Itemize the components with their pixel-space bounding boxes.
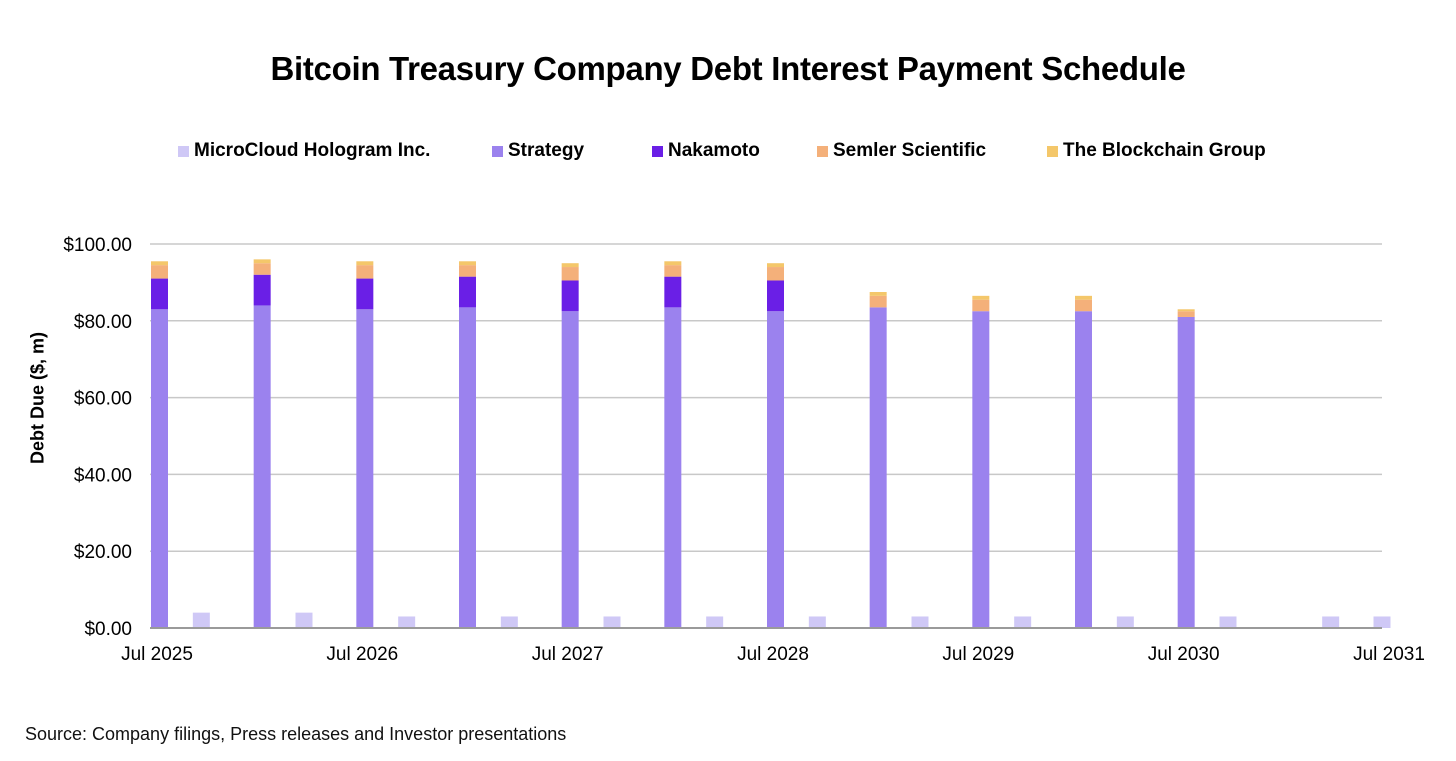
legend-item-blockchain: The Blockchain Group — [1047, 140, 1266, 162]
legend-item-strategy: Strategy — [492, 140, 584, 162]
legend: MicroCloud Hologram Inc. Strategy Nakamo… — [0, 140, 1456, 164]
bar-segment-blockchain — [767, 263, 784, 268]
bar-segment-nakamoto — [561, 280, 579, 312]
bar-segment-strategy — [253, 305, 271, 628]
bar-segment-blockchain — [1177, 309, 1195, 312]
bar-segment-microcloud — [1373, 616, 1391, 628]
bar-segment-blockchain — [356, 261, 374, 266]
bar-segment-nakamoto — [356, 278, 374, 310]
bar-segment-semler — [459, 265, 476, 277]
bar-segment-microcloud — [500, 616, 518, 628]
bar-segment-microcloud — [192, 612, 210, 628]
bar-segment-semler — [767, 267, 784, 281]
bar-segment-semler — [972, 299, 990, 312]
legend-swatch-nakamoto — [652, 145, 663, 157]
x-tick-label: Jul 2026 — [326, 644, 398, 665]
y-tick-label: $60.00 — [74, 389, 132, 410]
bar-segment-semler — [1177, 311, 1195, 317]
bar-segment-blockchain — [253, 259, 271, 264]
bar-segment-semler — [151, 265, 168, 279]
legend-item-nakamoto: Nakamoto — [652, 140, 760, 162]
legend-swatch-blockchain — [1047, 145, 1058, 157]
bar-segment-semler — [869, 295, 887, 308]
x-tick-label: Jul 2030 — [1148, 644, 1220, 665]
legend-swatch-semler — [817, 145, 828, 157]
bar-segment-blockchain — [561, 263, 579, 268]
bar-segment-blockchain — [1075, 295, 1092, 300]
bar-segment-strategy — [1177, 316, 1195, 628]
x-tick-label: Jul 2031 — [1353, 644, 1425, 665]
bar-segment-semler — [253, 263, 271, 275]
y-tick-label: $100.00 — [63, 235, 132, 256]
bar-segment-semler — [561, 267, 579, 281]
legend-item-microcloud: MicroCloud Hologram Inc. — [178, 140, 430, 162]
bar-segment-blockchain — [869, 292, 887, 296]
bar-segment-nakamoto — [151, 278, 168, 310]
legend-label-nakamoto: Nakamoto — [668, 140, 760, 161]
bar-segment-nakamoto — [767, 280, 784, 312]
bar-segment-strategy — [459, 307, 476, 628]
bar-segment-strategy — [972, 311, 990, 628]
bar-segment-strategy — [561, 311, 579, 628]
legend-swatch-strategy — [492, 145, 503, 157]
x-tick-label: Jul 2029 — [942, 644, 1014, 665]
chart-title: Bitcoin Treasury Company Debt Interest P… — [270, 50, 1186, 87]
bar-segment-nakamoto — [459, 276, 476, 308]
bar-segment-semler — [1075, 299, 1092, 312]
y-tick-label: $20.00 — [74, 542, 132, 563]
bar-segment-blockchain — [151, 261, 168, 266]
x-tick-label: Jul 2028 — [737, 644, 809, 665]
bar-segment-blockchain — [664, 261, 682, 266]
y-tick-label: $40.00 — [74, 465, 132, 486]
legend-label-semler: Semler Scientific — [833, 140, 987, 161]
bar-segment-strategy — [151, 309, 168, 628]
bar-segment-microcloud — [911, 616, 929, 628]
bar-segment-microcloud — [1219, 616, 1237, 628]
bar-segment-microcloud — [1014, 616, 1032, 628]
x-tick-label: Jul 2027 — [532, 644, 604, 665]
legend-label-strategy: Strategy — [508, 140, 585, 161]
bar-segment-microcloud — [1116, 616, 1134, 628]
bar-segment-semler — [356, 265, 374, 279]
legend-label-blockchain: The Blockchain Group — [1063, 140, 1266, 161]
bar-segment-nakamoto — [664, 276, 682, 308]
bar-segment-semler — [664, 265, 682, 277]
bar-segment-nakamoto — [253, 274, 271, 306]
legend-item-semler: Semler Scientific — [817, 140, 986, 162]
bar-segment-blockchain — [972, 295, 990, 300]
legend-label-microcloud: MicroCloud Hologram Inc. — [194, 140, 431, 161]
bar-segment-strategy — [869, 307, 887, 628]
legend-swatch-microcloud — [178, 145, 189, 157]
bar-segment-strategy — [664, 307, 682, 628]
bar-segment-blockchain — [459, 261, 476, 266]
bar-segment-microcloud — [603, 616, 621, 628]
source-note: Source: Company filings, Press releases … — [25, 724, 567, 744]
bar-segment-microcloud — [706, 616, 724, 628]
bar-segment-strategy — [767, 311, 784, 628]
bar-segment-microcloud — [808, 616, 826, 628]
bar-segment-microcloud — [398, 616, 416, 628]
bar-segment-microcloud — [295, 612, 313, 628]
y-tick-label: $0.00 — [84, 619, 132, 640]
x-tick-label: Jul 2025 — [121, 644, 193, 665]
bar-segment-strategy — [356, 309, 374, 628]
bar-segment-strategy — [1075, 311, 1092, 628]
y-tick-label: $80.00 — [74, 312, 132, 333]
bar-segment-microcloud — [1322, 616, 1340, 628]
